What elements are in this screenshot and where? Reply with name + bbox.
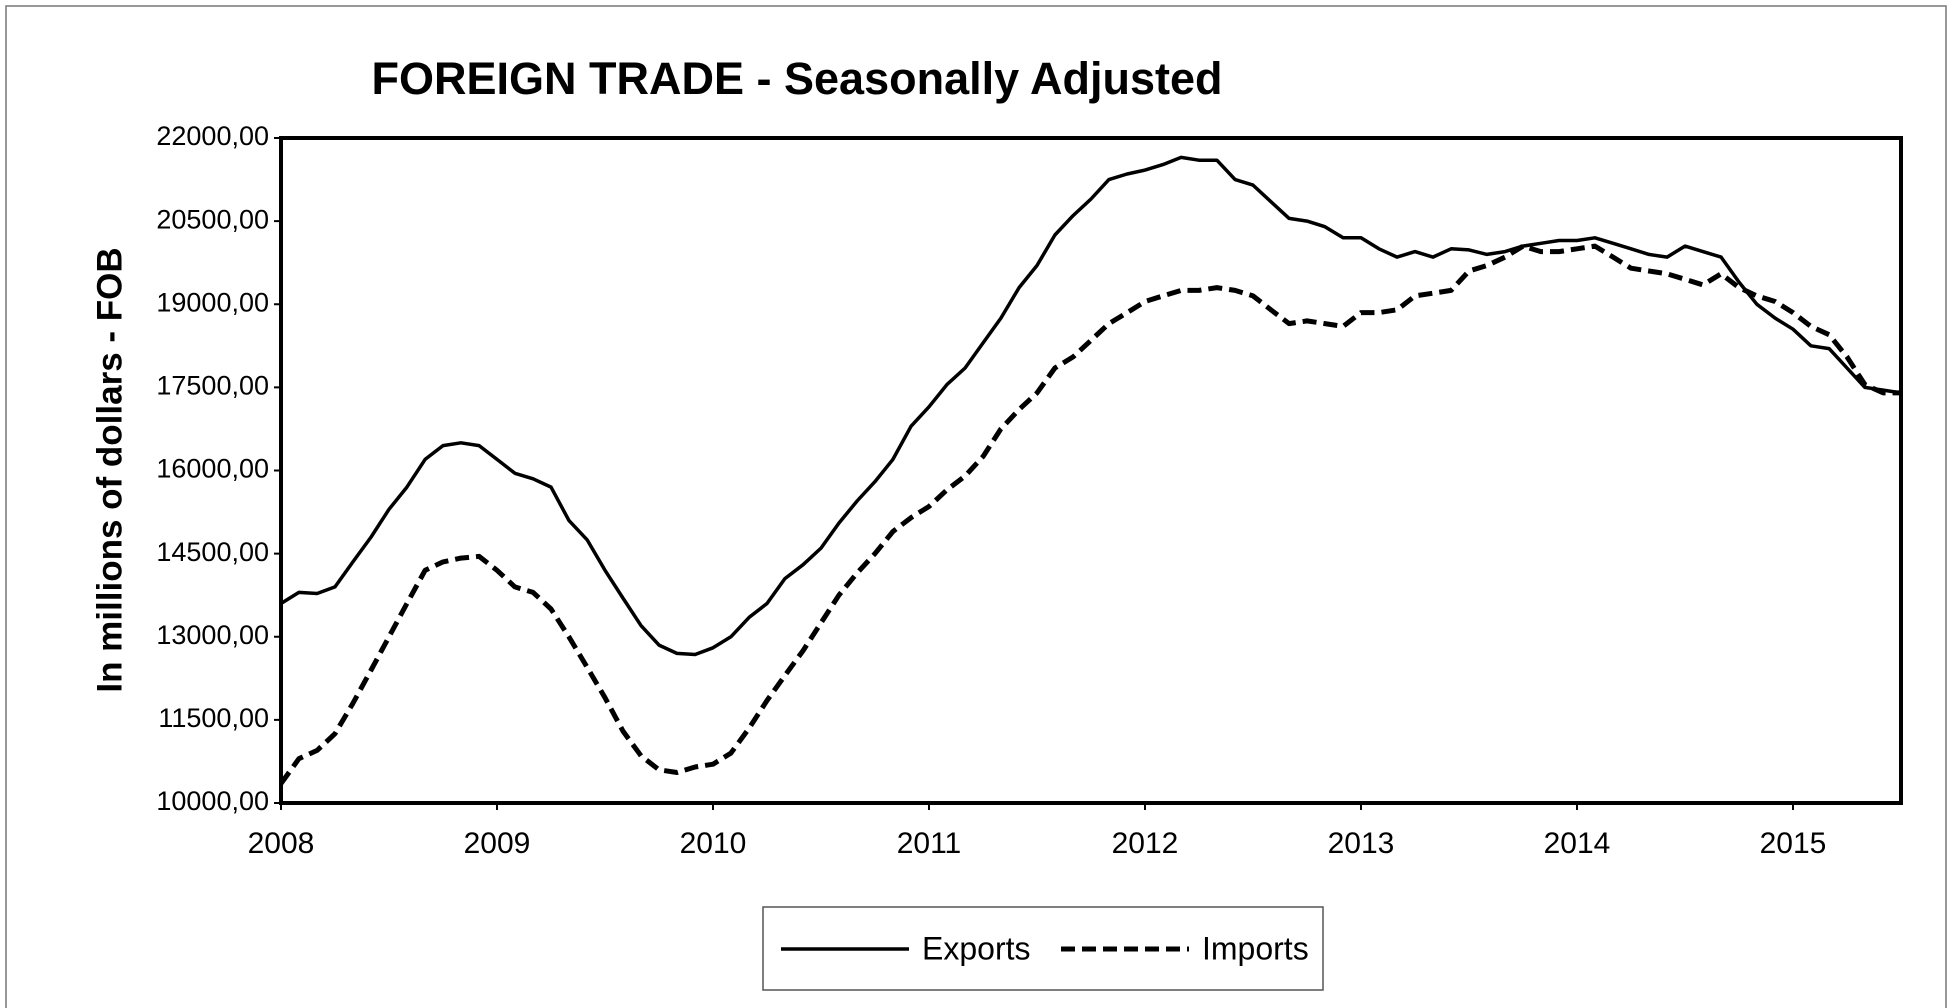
x-tick-label: 2013 <box>1328 827 1395 860</box>
x-tick-label: 2010 <box>680 827 747 860</box>
series-line <box>278 243 1901 786</box>
x-tick-label: 2012 <box>1112 827 1179 860</box>
legend-label: Exports <box>922 930 1030 966</box>
y-tick-label: 22000,00 <box>156 121 269 151</box>
y-tick-label: 17500,00 <box>156 371 269 401</box>
x-tick-label: 2011 <box>897 827 962 860</box>
y-tick-label: 10000,00 <box>156 786 269 816</box>
legend-label: Imports <box>1202 930 1309 966</box>
x-tick-label: 2008 <box>248 827 315 860</box>
series-line <box>280 155 1902 657</box>
chart-title: FOREIGN TRADE - Seasonally Adjusted <box>372 53 1223 104</box>
x-tick-label: 2009 <box>464 827 531 860</box>
x-tick-label: 2015 <box>1760 827 1827 860</box>
y-tick-label: 19000,00 <box>156 287 269 317</box>
y-tick-label: 16000,00 <box>156 454 269 484</box>
plot-area <box>279 136 1903 805</box>
y-tick-label: 13000,00 <box>156 620 269 650</box>
y-tick-label: 14500,00 <box>156 537 269 567</box>
y-tick-label: 20500,00 <box>156 204 269 234</box>
frame <box>5 5 1947 1008</box>
y-axis-label: In millions of dollars - FOB <box>90 247 129 692</box>
y-tick-label: 11500,00 <box>158 703 269 733</box>
x-tick-label: 2014 <box>1544 827 1611 860</box>
